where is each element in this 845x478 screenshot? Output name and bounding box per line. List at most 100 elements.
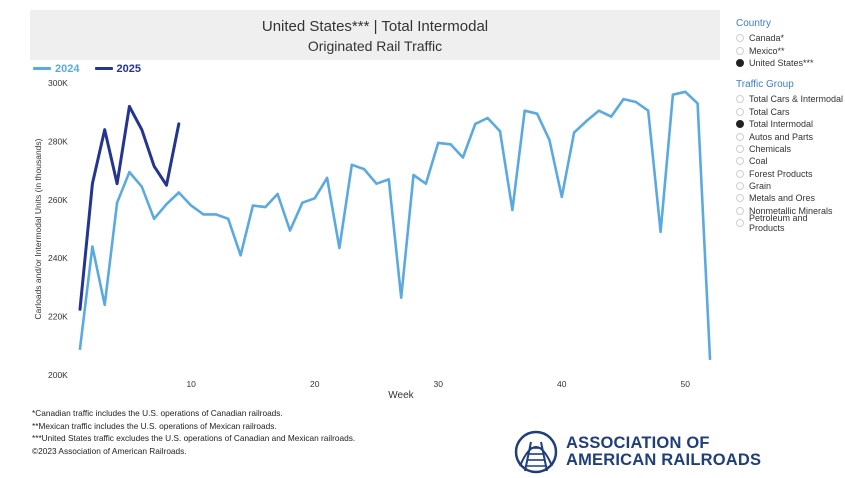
country-option-mexico[interactable]: Mexico**	[736, 44, 845, 56]
traffic-group-radio-nonmetallic-minerals[interactable]	[736, 206, 744, 215]
logo-line-1: ASSOCIATION OF	[566, 434, 710, 452]
data-point-2024-week-28[interactable]	[412, 173, 415, 177]
traffic-group-option-total-cars[interactable]: Total Cars	[736, 106, 845, 118]
data-point-2024-week-21[interactable]	[325, 176, 329, 180]
data-point-2024-week-34[interactable]	[486, 116, 489, 120]
data-point-2024-week-10[interactable]	[189, 204, 193, 207]
traffic-group-radio-petroleum-and-products[interactable]	[736, 219, 744, 228]
data-point-2024-week-13[interactable]	[227, 217, 230, 220]
data-point-2024-week-8[interactable]	[165, 202, 168, 206]
data-point-2024-week-27[interactable]	[399, 296, 403, 299]
traffic-group-option-total-cars-intermodal[interactable]: Total Cars & Intermodal	[736, 93, 845, 105]
data-point-2025-week-4[interactable]	[115, 182, 119, 185]
traffic-group-radio-autos-and-parts[interactable]	[736, 132, 744, 141]
traffic-group-radio-total-cars-intermodal[interactable]	[736, 95, 744, 104]
data-point-2024-week-49[interactable]	[671, 93, 675, 96]
data-point-2025-week-6[interactable]	[140, 128, 143, 131]
data-point-2024-week-14[interactable]	[239, 254, 242, 257]
country-options: Canada* Mexico** United States***	[736, 32, 845, 69]
traffic-group-option-autos-and-parts[interactable]: Autos and Parts	[736, 130, 845, 142]
x-tick-label: 30	[434, 379, 444, 389]
data-point-2025-week-5[interactable]	[128, 105, 131, 108]
data-point-2024-week-32[interactable]	[461, 156, 465, 159]
country-radio-canada[interactable]	[736, 34, 744, 43]
country-radio-mexico[interactable]	[736, 46, 744, 55]
data-point-2024-week-30[interactable]	[437, 141, 440, 145]
traffic-group-radio-coal[interactable]	[736, 157, 744, 166]
traffic-group-radio-grain[interactable]	[736, 182, 744, 191]
data-point-2024-week-33[interactable]	[474, 122, 477, 126]
data-point-2024-week-35[interactable]	[498, 129, 502, 133]
data-point-2024-week-6[interactable]	[140, 185, 143, 188]
data-point-2025-week-7[interactable]	[152, 165, 156, 168]
data-point-2024-week-23[interactable]	[350, 163, 353, 166]
data-point-2024-week-12[interactable]	[214, 213, 218, 216]
data-point-2024-week-2[interactable]	[91, 245, 94, 248]
data-point-2024-week-5[interactable]	[128, 170, 131, 174]
data-point-2024-week-18[interactable]	[288, 229, 292, 232]
data-point-2024-week-24[interactable]	[362, 167, 366, 171]
traffic-group-option-coal[interactable]: Coal	[736, 155, 845, 167]
country-option-united-states[interactable]: United States***	[736, 57, 845, 69]
traffic-group-radio-chemicals[interactable]	[736, 144, 744, 153]
traffic-group-radio-total-intermodal[interactable]	[736, 120, 744, 129]
data-point-2024-week-19[interactable]	[301, 201, 304, 204]
data-point-2024-week-47[interactable]	[647, 109, 650, 112]
data-point-2025-week-8[interactable]	[165, 184, 168, 187]
traffic-group-option-grain[interactable]: Grain	[736, 180, 845, 192]
data-point-2024-week-4[interactable]	[115, 201, 119, 204]
legend-item-2025[interactable]: 2025	[94, 63, 141, 75]
data-point-2024-week-36[interactable]	[511, 208, 514, 212]
data-point-2025-week-3[interactable]	[103, 128, 106, 131]
data-point-2024-week-51[interactable]	[696, 102, 699, 105]
y-tick-label: 200K	[48, 370, 68, 380]
data-point-2024-week-50[interactable]	[684, 90, 687, 93]
series-line-2024[interactable]	[78, 90, 712, 361]
data-point-2024-week-1[interactable]	[78, 347, 82, 350]
data-point-2024-week-15[interactable]	[251, 204, 255, 207]
data-point-2024-week-44[interactable]	[609, 115, 613, 118]
data-point-2024-week-45[interactable]	[622, 97, 625, 101]
traffic-group-option-total-intermodal[interactable]: Total Intermodal	[736, 118, 845, 130]
traffic-group-option-chemicals[interactable]: Chemicals	[736, 143, 845, 155]
country-option-canada[interactable]: Canada*	[736, 32, 845, 44]
data-point-2024-week-9[interactable]	[177, 191, 181, 194]
data-point-2024-week-11[interactable]	[202, 213, 205, 216]
legend-item-2024[interactable]: 2024	[33, 63, 79, 75]
data-point-2024-week-29[interactable]	[424, 182, 428, 185]
data-point-2024-week-37[interactable]	[523, 109, 526, 112]
data-point-2024-week-16[interactable]	[264, 205, 267, 209]
data-point-2024-week-20[interactable]	[313, 197, 316, 200]
data-point-2024-week-38[interactable]	[535, 112, 539, 115]
data-point-2024-week-7[interactable]	[152, 217, 156, 220]
traffic-group-option-petroleum-and-products[interactable]: Petroleum and Products	[736, 213, 845, 233]
data-point-2024-week-48[interactable]	[659, 230, 662, 234]
country-radio-united-states[interactable]	[736, 58, 744, 67]
data-point-2024-week-46[interactable]	[634, 100, 638, 104]
traffic-group-option-forest-products[interactable]: Forest Products	[736, 168, 845, 180]
traffic-group-option-metals-and-ores[interactable]: Metals and Ores	[736, 192, 845, 204]
data-point-2025-week-1[interactable]	[78, 308, 82, 311]
x-tick-label: 10	[186, 379, 196, 389]
data-point-2024-week-31[interactable]	[449, 143, 452, 146]
data-point-2024-week-43[interactable]	[597, 109, 601, 112]
traffic-group-radio-total-cars[interactable]	[736, 107, 744, 116]
data-point-2024-week-25[interactable]	[375, 182, 378, 185]
data-point-2025-week-9[interactable]	[177, 122, 181, 126]
data-point-2024-week-42[interactable]	[585, 119, 588, 123]
chart-subtitle: Originated Rail Traffic	[307, 38, 443, 54]
data-point-2024-week-17[interactable]	[276, 192, 279, 196]
data-point-2024-week-52[interactable]	[708, 357, 712, 361]
data-point-2024-week-26[interactable]	[387, 178, 391, 181]
data-point-2024-week-40[interactable]	[560, 195, 563, 199]
traffic-group-radio-forest-products[interactable]	[736, 169, 744, 178]
traffic-group-radio-metals-and-ores[interactable]	[736, 194, 744, 203]
traffic-group-options: Total Cars & Intermodal Total Cars Total I…	[736, 93, 845, 233]
data-point-2024-week-39[interactable]	[548, 138, 551, 142]
traffic-group-option-nonmetallic-minerals[interactable]: Nonmetallic Minerals	[736, 205, 845, 217]
data-point-2024-week-41[interactable]	[572, 131, 576, 134]
data-point-2024-week-3[interactable]	[103, 303, 106, 307]
data-point-2025-week-2[interactable]	[91, 182, 94, 185]
data-point-2024-week-22[interactable]	[338, 246, 341, 250]
